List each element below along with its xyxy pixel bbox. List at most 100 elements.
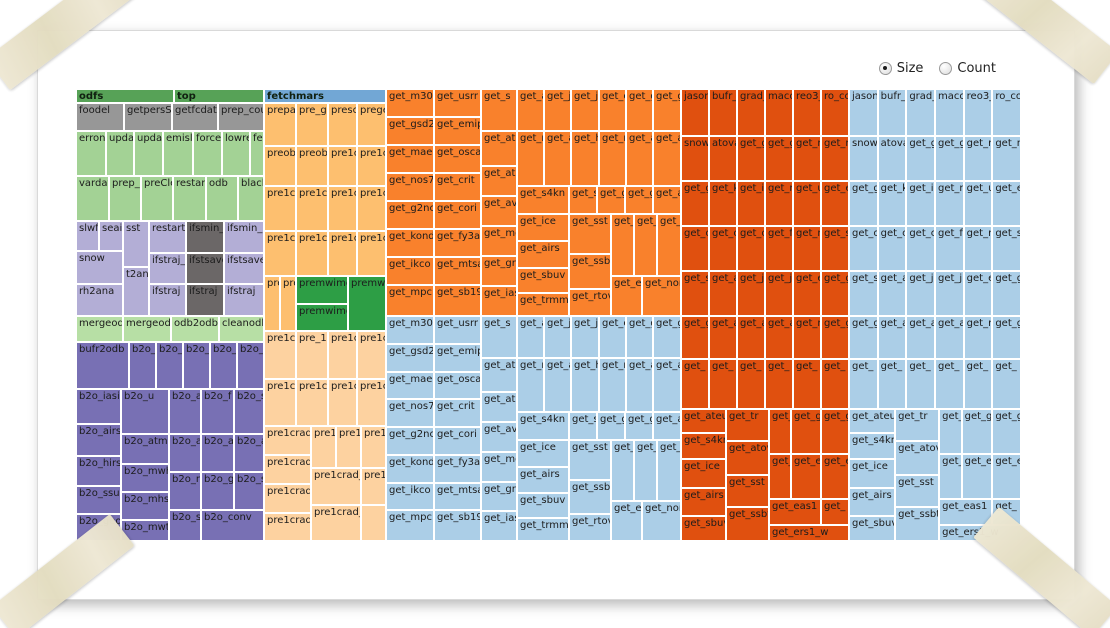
treemap-cell[interactable]: get_s	[992, 226, 1021, 271]
treemap-cell[interactable]: get_g	[821, 409, 849, 454]
treemap-cell[interactable]: erroni	[76, 131, 106, 176]
treemap-cell[interactable]: get_crit	[434, 173, 481, 201]
treemap-cell[interactable]: presca	[328, 103, 357, 146]
treemap-cell[interactable]: get_e	[793, 271, 821, 316]
treemap-cell[interactable]: get_a	[544, 357, 571, 413]
treemap-cell[interactable]: get_mtsa	[434, 482, 481, 511]
treemap-cell[interactable]: ifstsave	[186, 253, 224, 284]
treemap-cell[interactable]: prep_	[109, 176, 141, 221]
count-radio[interactable]: Count	[939, 61, 996, 76]
treemap-cell[interactable]: get_il	[906, 181, 935, 226]
treemap-cell[interactable]: get_g	[791, 409, 821, 454]
treemap-cell[interactable]: force	[193, 131, 222, 176]
treemap-cell[interactable]: get_	[634, 439, 657, 502]
treemap-cell[interactable]: get_g	[653, 316, 681, 358]
treemap-cell[interactable]: pre1	[311, 426, 336, 468]
treemap-cell[interactable]: get_usrr	[434, 89, 481, 117]
treemap-cell[interactable]: get_	[963, 359, 993, 409]
treemap-cell[interactable]: get_a	[877, 316, 907, 359]
treemap-cell[interactable]: b2o_mhs	[121, 492, 169, 520]
treemap-cell[interactable]: get_g	[849, 181, 878, 226]
treemap-cell[interactable]: get_airs	[517, 466, 569, 494]
treemap-cell[interactable]: get_atov	[726, 441, 769, 475]
treemap-cell[interactable]: get_a	[709, 271, 737, 316]
treemap-cell[interactable]: get_a	[544, 131, 571, 186]
treemap-cell[interactable]: b2o_f	[201, 389, 234, 434]
treemap-cell[interactable]: get_avh	[481, 196, 517, 226]
treemap-cell[interactable]: atova	[709, 136, 737, 181]
treemap-cell[interactable]: pre1crad_	[264, 426, 311, 455]
treemap-cell[interactable]: get_e	[821, 181, 849, 226]
treemap-cell[interactable]: bufr_	[709, 89, 737, 136]
treemap-cell[interactable]: pre1c	[357, 146, 386, 186]
treemap-cell[interactable]: get_iasi	[481, 286, 517, 316]
treemap-cell[interactable]: get_st	[769, 409, 791, 454]
treemap-cell[interactable]: get_eas1	[939, 499, 993, 525]
treemap-cell[interactable]: pre1crad_	[311, 468, 361, 505]
treemap-cell[interactable]: getpersS	[124, 103, 172, 131]
treemap-cell[interactable]: get_e	[599, 89, 626, 131]
treemap-cell[interactable]: get_gsd2	[386, 343, 434, 372]
treemap-cell[interactable]: get_	[611, 439, 634, 502]
treemap-cell[interactable]: get_c	[906, 226, 935, 271]
treemap-cell[interactable]: get_sst	[726, 475, 769, 507]
treemap-cell[interactable]: restart_	[149, 221, 186, 253]
treemap-cell[interactable]: pre1crad_	[311, 505, 361, 541]
treemap-cell[interactable]: get_airs	[681, 488, 726, 516]
treemap-cell[interactable]: get_e	[821, 454, 849, 499]
treemap-cell[interactable]: get_mpc	[386, 510, 434, 541]
treemap-cell[interactable]: get_tr	[726, 409, 769, 441]
treemap-cell[interactable]: get_ateu	[681, 409, 726, 433]
treemap-cell[interactable]: ifstraj	[149, 284, 186, 316]
treemap-cell[interactable]: b2o_mwh	[121, 464, 169, 492]
treemap-cell[interactable]: get_g	[597, 186, 625, 214]
treemap-cell[interactable]: get_trmm	[517, 293, 569, 316]
treemap-cell[interactable]: b2o_s	[234, 472, 264, 510]
treemap-cell[interactable]: get_r	[599, 357, 626, 413]
treemap-cell[interactable]: get_nos7	[386, 399, 434, 427]
treemap-cell[interactable]: get_mpc	[386, 285, 434, 316]
treemap-cell[interactable]: get_sst	[569, 439, 611, 480]
treemap-cell[interactable]: b2o_g	[201, 472, 234, 510]
treemap-cell[interactable]: get_nos7	[386, 173, 434, 201]
treemap-cell[interactable]: get_osca	[434, 371, 481, 400]
treemap-cell[interactable]: b2o_a	[201, 434, 234, 472]
treemap-cell[interactable]: get_s4kn	[681, 433, 726, 459]
treemap-cell[interactable]: get_mae	[386, 145, 434, 173]
treemap-cell[interactable]: get_ice	[517, 439, 569, 467]
treemap-cell[interactable]: pre1c	[264, 331, 296, 379]
treemap-cell[interactable]: b2o_atms	[121, 434, 169, 464]
treemap-cell[interactable]	[361, 505, 386, 541]
treemap-cell[interactable]: get_e	[963, 271, 993, 316]
treemap-cell[interactable]: b2o_iasi	[76, 389, 121, 424]
treemap-cell[interactable]: get_r	[935, 181, 964, 226]
treemap-cell[interactable]: preob	[296, 146, 328, 186]
treemap-cell[interactable]: get_rtov	[569, 289, 611, 316]
treemap-cell[interactable]: get_ice	[849, 459, 896, 488]
treemap-cell[interactable]: grad_	[737, 89, 765, 136]
treemap-cell[interactable]: get_il	[737, 181, 765, 226]
treemap-cell[interactable]: get_g	[625, 186, 653, 214]
treemap-cell[interactable]: get_g	[737, 136, 765, 181]
treemap-cell[interactable]: macc	[765, 89, 793, 136]
treemap-cell[interactable]: get_cori	[434, 201, 481, 229]
treemap-cell[interactable]: odb2odb	[171, 316, 219, 342]
treemap-cell[interactable]: get_airs	[849, 488, 896, 516]
treemap-cell[interactable]: get_atov	[895, 441, 940, 475]
treemap-cell[interactable]: get_a	[626, 131, 653, 186]
treemap-cell[interactable]: get_g	[681, 316, 709, 359]
treemap-cell[interactable]: premwimg	[296, 276, 348, 304]
treemap-cell[interactable]: fetch	[250, 131, 264, 176]
treemap-cell[interactable]: get_a	[653, 186, 681, 214]
treemap-cell[interactable]: pre1c	[357, 379, 386, 426]
treemap-cell[interactable]: pre1c	[264, 379, 296, 426]
treemap-cell[interactable]: get_	[821, 499, 849, 525]
treemap-cell[interactable]: ifsmin_1	[186, 221, 224, 253]
treemap-cell[interactable]: b2o_u	[121, 389, 169, 434]
treemap-cell[interactable]: t2an	[123, 267, 149, 316]
treemap-cell[interactable]: pre1	[361, 426, 386, 468]
treemap-cell[interactable]: get_sst	[895, 475, 940, 507]
treemap-cell[interactable]: rh2ana	[76, 284, 123, 316]
treemap-cell[interactable]: get_kond	[386, 454, 434, 483]
treemap-cell[interactable]: get_	[992, 359, 1021, 409]
